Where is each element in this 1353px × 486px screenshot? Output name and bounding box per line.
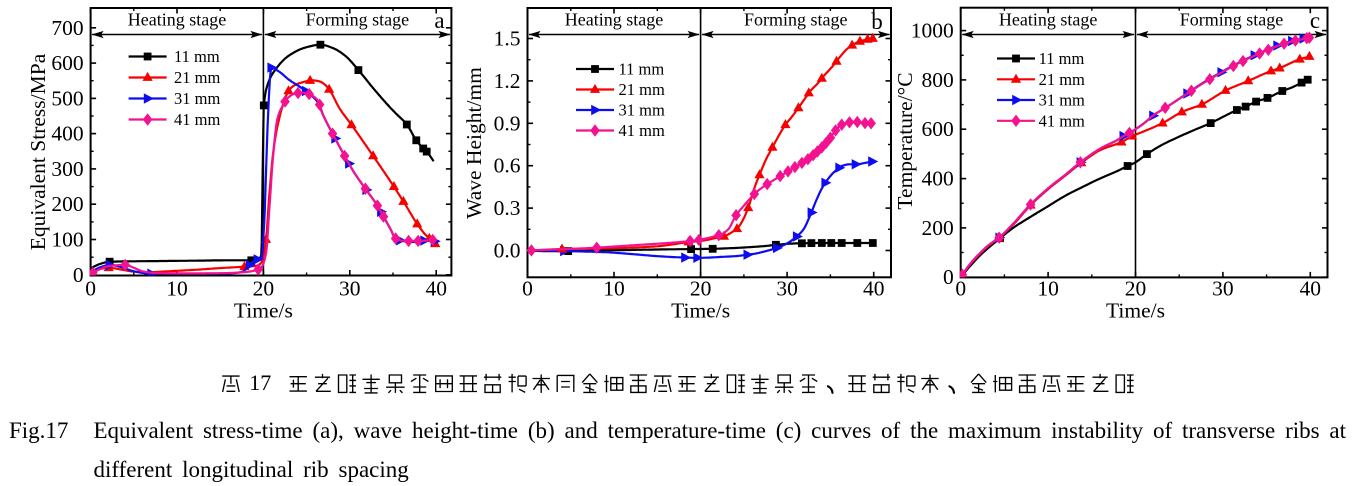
svg-text:40: 40 bbox=[425, 277, 447, 301]
svg-text:0: 0 bbox=[522, 277, 533, 301]
svg-text:20: 20 bbox=[253, 277, 275, 301]
svg-text:Forming stage: Forming stage bbox=[1180, 10, 1284, 30]
svg-text:0.0: 0.0 bbox=[494, 239, 521, 263]
svg-text:21 mm: 21 mm bbox=[619, 80, 665, 99]
svg-text:41 mm: 41 mm bbox=[174, 110, 220, 129]
svg-text:800: 800 bbox=[921, 68, 953, 92]
svg-text:600: 600 bbox=[51, 51, 83, 75]
svg-text:Heating stage: Heating stage bbox=[128, 10, 226, 30]
svg-text:Fig.17: Fig.17 bbox=[9, 418, 68, 443]
svg-text:11 mm: 11 mm bbox=[619, 60, 665, 79]
svg-text:17: 17 bbox=[249, 370, 271, 395]
svg-text:b: b bbox=[871, 9, 883, 34]
svg-text:500: 500 bbox=[51, 86, 83, 110]
svg-text:0: 0 bbox=[85, 277, 96, 301]
svg-text:30: 30 bbox=[776, 277, 798, 301]
svg-text:300: 300 bbox=[51, 157, 83, 181]
svg-text:0.9: 0.9 bbox=[494, 111, 521, 135]
svg-text:11 mm: 11 mm bbox=[1039, 49, 1085, 68]
svg-text:Equivalent Stress/MPa: Equivalent Stress/MPa bbox=[26, 53, 50, 250]
svg-text:10: 10 bbox=[1037, 277, 1059, 301]
svg-text:20: 20 bbox=[1125, 277, 1147, 301]
svg-text:Forming stage: Forming stage bbox=[744, 10, 848, 30]
svg-text:0: 0 bbox=[73, 263, 84, 287]
svg-text:Wave Height/mm: Wave Height/mm bbox=[462, 67, 486, 219]
svg-text:100: 100 bbox=[51, 228, 83, 252]
svg-text:21 mm: 21 mm bbox=[1039, 70, 1085, 89]
svg-text:200: 200 bbox=[921, 216, 953, 240]
svg-text:Time/s: Time/s bbox=[671, 299, 730, 323]
svg-text:Temperature/°C: Temperature/°C bbox=[893, 72, 917, 209]
svg-text:11 mm: 11 mm bbox=[174, 47, 220, 66]
svg-text:c: c bbox=[1310, 8, 1320, 33]
svg-text:Heating stage: Heating stage bbox=[565, 10, 663, 30]
svg-text:30: 30 bbox=[1212, 277, 1234, 301]
svg-text:Forming stage: Forming stage bbox=[306, 10, 410, 30]
svg-text:31 mm: 31 mm bbox=[1039, 91, 1085, 110]
svg-text:0: 0 bbox=[943, 265, 954, 289]
svg-text:600: 600 bbox=[921, 117, 953, 141]
svg-text:41 mm: 41 mm bbox=[1039, 111, 1085, 130]
svg-text:1.5: 1.5 bbox=[494, 27, 521, 51]
svg-text:1000: 1000 bbox=[911, 19, 954, 43]
svg-text:31 mm: 31 mm bbox=[174, 89, 220, 108]
svg-text:400: 400 bbox=[51, 122, 83, 146]
svg-text:0.6: 0.6 bbox=[494, 154, 521, 178]
svg-text:1.2: 1.2 bbox=[494, 69, 521, 93]
svg-text:30: 30 bbox=[339, 277, 361, 301]
svg-text:Time/s: Time/s bbox=[234, 299, 293, 323]
svg-text:10: 10 bbox=[166, 277, 188, 301]
svg-text:10: 10 bbox=[603, 277, 625, 301]
svg-text:a: a bbox=[434, 8, 444, 33]
svg-text:200: 200 bbox=[51, 192, 83, 216]
svg-text:different longitudinal rib spa: different longitudinal rib spacing bbox=[94, 457, 410, 482]
svg-text:Heating stage: Heating stage bbox=[999, 10, 1097, 30]
svg-text:400: 400 bbox=[921, 167, 953, 191]
svg-text:40: 40 bbox=[1300, 277, 1322, 301]
svg-text:Equivalent stress-time (a), wa: Equivalent stress-time (a), wave height-… bbox=[94, 418, 1347, 443]
svg-text:20: 20 bbox=[690, 277, 712, 301]
svg-text:0.3: 0.3 bbox=[494, 196, 521, 220]
svg-text:Time/s: Time/s bbox=[1106, 299, 1165, 323]
svg-text:40: 40 bbox=[863, 277, 885, 301]
svg-text:0: 0 bbox=[955, 277, 966, 301]
svg-text:700: 700 bbox=[51, 16, 83, 40]
svg-text:41 mm: 41 mm bbox=[619, 121, 665, 140]
svg-text:31 mm: 31 mm bbox=[619, 101, 665, 120]
svg-text:21 mm: 21 mm bbox=[174, 68, 220, 87]
